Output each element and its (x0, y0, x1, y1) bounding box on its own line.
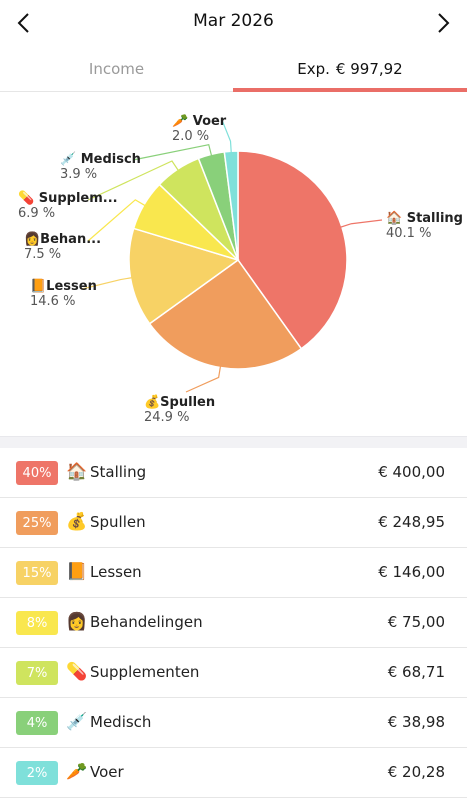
pie-label: 💊 Supplem... 6.9 % (18, 191, 118, 221)
pie-chart-svg (81, 119, 383, 393)
leader-line (337, 219, 383, 229)
category-row[interactable]: 8% 👩 Behandelingen € 75,00 (0, 598, 467, 648)
category-name: Lessen (90, 563, 142, 581)
pie-label: 💰Spullen 24.9 % (144, 395, 215, 425)
category-amount: € 75,00 (387, 613, 445, 631)
tab-expense[interactable]: Exp. € 997,92 (233, 46, 467, 92)
pie-label: 🥕 Voer 2.0 % (172, 114, 226, 144)
pie-label: 🏠 Stalling 40.1 % (386, 211, 463, 241)
leader-line (87, 199, 148, 242)
category-icon: 👩 (66, 612, 88, 632)
pie-chart: 🏠 Stalling 40.1 % 💰Spullen 24.9 % 📙Lessen 14.… (0, 93, 467, 436)
category-name: Voer (90, 763, 124, 781)
pie-label-name: 📙Lessen (30, 279, 97, 294)
pie-label-percent: 3.9 % (60, 167, 98, 182)
category-icon: 💰 (66, 512, 88, 532)
chevron-right-icon (438, 13, 450, 33)
tab-expense-total: € 997,92 (335, 60, 403, 78)
category-icon: 💊 (66, 662, 88, 682)
category-name: Behandelingen (90, 613, 203, 631)
pie-label-percent: 6.9 % (18, 206, 56, 221)
leader-line (87, 160, 181, 201)
leader-line (132, 143, 213, 161)
category-amount: € 248,95 (378, 513, 445, 531)
category-name: Medisch (90, 713, 152, 731)
pie-label-name: 💉 Medisch (60, 152, 141, 167)
pie-label-name: 🥕 Voer (172, 114, 227, 129)
active-tab-indicator (233, 88, 467, 92)
pie-label-name: 💰Spullen (144, 395, 216, 410)
tab-expense-label: Exp. (297, 60, 330, 78)
pie-label: 💉 Medisch 3.9 % (60, 152, 141, 182)
pie-label-percent: 24.9 % (144, 410, 190, 425)
tab-income-label: Income (88, 60, 145, 78)
category-icon: 🏠 (66, 462, 88, 482)
category-amount: € 146,00 (378, 563, 445, 581)
tab-bar: Income Exp. € 997,92 (0, 46, 467, 92)
pie-label-percent: 2.0 % (172, 129, 210, 144)
next-month-button[interactable] (427, 8, 461, 38)
category-amount: € 68,71 (387, 663, 445, 681)
category-row[interactable]: 4% 💉 Medisch € 38,98 (0, 698, 467, 748)
category-name: Spullen (90, 513, 146, 531)
pie-label-percent: 7.5 % (24, 247, 62, 262)
percent-badge: 8% (16, 611, 58, 635)
category-row[interactable]: 2% 🥕 Voer € 20,28 (0, 748, 467, 798)
percent-badge: 40% (16, 461, 58, 485)
month-title: Mar 2026 (193, 11, 274, 31)
percent-badge: 7% (16, 661, 58, 685)
prev-month-button[interactable] (6, 8, 40, 38)
category-row[interactable]: 15% 📙 Lessen € 146,00 (0, 548, 467, 598)
category-icon: 🥕 (66, 762, 88, 782)
header: Mar 2026 (0, 0, 467, 46)
category-amount: € 400,00 (378, 463, 445, 481)
category-amount: € 20,28 (387, 763, 445, 781)
category-name: Stalling (90, 463, 147, 481)
leader-line (81, 276, 135, 290)
percent-badge: 4% (16, 711, 58, 735)
pie-label-percent: 14.6 % (30, 294, 76, 309)
pie-label-name: 👩Behan... (24, 232, 102, 247)
category-row[interactable]: 25% 💰 Spullen € 248,95 (0, 498, 467, 548)
pie-label-name: 🏠 Stalling (386, 211, 463, 226)
pie-label-name: 💊 Supplem... (18, 191, 118, 206)
chevron-left-icon (17, 13, 29, 33)
category-list: 40% 🏠 Stalling € 400,00 25% 💰 Spullen € 248,95 1… (0, 448, 467, 798)
pie-label: 👩Behan... 7.5 % (24, 232, 101, 262)
category-row[interactable]: 7% 💊 Supplementen € 68,71 (0, 648, 467, 698)
category-row[interactable]: 40% 🏠 Stalling € 400,00 (0, 448, 467, 498)
category-icon: 📙 (66, 562, 88, 582)
pie-label-percent: 40.1 % (386, 226, 432, 241)
category-icon: 💉 (66, 712, 88, 732)
tab-income[interactable]: Income (0, 46, 233, 92)
category-amount: € 38,98 (387, 713, 445, 731)
percent-badge: 2% (16, 761, 58, 785)
percent-badge: 25% (16, 511, 58, 535)
percent-badge: 15% (16, 561, 58, 585)
section-divider (0, 436, 467, 448)
pie-label: 📙Lessen 14.6 % (30, 279, 97, 309)
category-name: Supplementen (90, 663, 200, 681)
leader-line (221, 119, 232, 156)
leader-line (185, 363, 222, 393)
